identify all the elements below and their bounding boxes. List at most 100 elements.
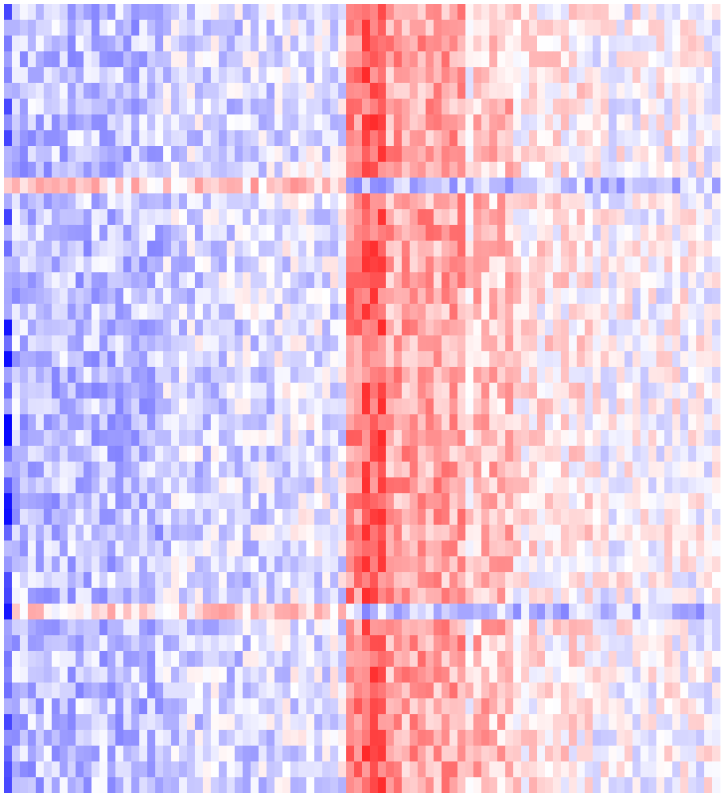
- heatmap-cell: [401, 587, 411, 605]
- heatmap-cell: [306, 477, 315, 494]
- heatmap-cell: [696, 414, 705, 431]
- heatmap-cell: [99, 414, 108, 431]
- heatmap-cell: [537, 67, 546, 84]
- heatmap-cell: [147, 19, 156, 36]
- heatmap-cell: [704, 572, 713, 589]
- heatmap-cell: [202, 572, 212, 589]
- heatmap-cell: [425, 635, 434, 652]
- heatmap-cell: [568, 414, 578, 431]
- heatmap-cell: [163, 414, 172, 431]
- heatmap-cell: [123, 398, 132, 415]
- heatmap-cell: [489, 98, 498, 115]
- heatmap-cell: [385, 98, 395, 115]
- heatmap-cell: [385, 67, 395, 84]
- heatmap-cell: [632, 493, 641, 510]
- heatmap-cell: [218, 650, 228, 668]
- heatmap-cell: [481, 761, 490, 778]
- heatmap-cell: [67, 35, 76, 52]
- heatmap-cell: [99, 19, 108, 36]
- heatmap-cell: [322, 398, 331, 415]
- heatmap-cell: [346, 224, 355, 242]
- heatmap-cell: [513, 556, 522, 573]
- heatmap-cell: [401, 288, 411, 305]
- heatmap-cell: [59, 4, 69, 21]
- heatmap-cell: [632, 761, 641, 778]
- heatmap-cell: [115, 240, 124, 257]
- heatmap-cell: [306, 650, 315, 668]
- heatmap-cell: [369, 777, 379, 793]
- heatmap-cell: [234, 603, 244, 620]
- heatmap-cell: [457, 650, 466, 668]
- heatmap-cell: [107, 177, 116, 194]
- heatmap-cell: [712, 82, 721, 100]
- heatmap-cell: [75, 572, 84, 589]
- heatmap-cell: [250, 556, 259, 573]
- heatmap-cell: [210, 540, 220, 557]
- heatmap-cell: [640, 445, 649, 463]
- heatmap-cell: [537, 761, 546, 778]
- heatmap-cell: [83, 146, 92, 163]
- heatmap-cell: [51, 209, 61, 226]
- heatmap-cell: [298, 193, 307, 210]
- heatmap-cell: [377, 67, 387, 84]
- heatmap-cell: [616, 67, 625, 84]
- heatmap-cell: [4, 272, 13, 289]
- heatmap-cell: [473, 603, 482, 620]
- heatmap-cell: [505, 477, 514, 494]
- heatmap-cell: [385, 761, 395, 778]
- heatmap-cell: [274, 587, 283, 605]
- heatmap-cell: [441, 556, 450, 573]
- heatmap-cell: [194, 508, 204, 526]
- heatmap-cell: [314, 714, 323, 731]
- heatmap-cell: [624, 777, 633, 793]
- heatmap-cell: [457, 98, 466, 115]
- heatmap-cell: [218, 35, 228, 52]
- heatmap-cell: [377, 193, 387, 210]
- heatmap-cell: [202, 603, 212, 620]
- heatmap-cell: [35, 635, 45, 652]
- heatmap-cell: [640, 682, 649, 699]
- heatmap-cell: [59, 382, 69, 399]
- heatmap-cell: [385, 619, 395, 636]
- heatmap-cell: [242, 319, 252, 336]
- heatmap-cell: [242, 335, 252, 352]
- heatmap-cell: [624, 729, 633, 747]
- heatmap-cell: [560, 650, 570, 668]
- heatmap-cell: [91, 587, 100, 605]
- heatmap-cell: [107, 430, 116, 447]
- heatmap-cell: [481, 319, 490, 336]
- heatmap-cell: [521, 587, 530, 605]
- heatmap-cell: [330, 351, 339, 368]
- heatmap-cell: [19, 319, 29, 336]
- heatmap-cell: [147, 4, 156, 21]
- heatmap-cell: [330, 682, 339, 699]
- heatmap-cell: [298, 445, 307, 463]
- heatmap-cell: [552, 430, 562, 447]
- heatmap-cell: [4, 67, 13, 84]
- heatmap-cell: [322, 666, 331, 683]
- heatmap-cell: [409, 224, 419, 242]
- heatmap-cell: [171, 382, 180, 399]
- heatmap-cell: [632, 382, 641, 399]
- heatmap-cell: [258, 650, 267, 668]
- heatmap-cell: [521, 477, 530, 494]
- heatmap-cell: [314, 445, 323, 463]
- heatmap-cell: [600, 382, 610, 399]
- heatmap-cell: [552, 193, 562, 210]
- heatmap-cell: [425, 98, 434, 115]
- heatmap-cell: [624, 193, 633, 210]
- heatmap-cell: [234, 445, 244, 463]
- heatmap-cell: [306, 114, 315, 131]
- heatmap-cell: [19, 98, 29, 115]
- heatmap-cell: [680, 445, 689, 463]
- heatmap-cell: [274, 146, 283, 163]
- heatmap-cell: [306, 351, 315, 368]
- heatmap-cell: [401, 319, 411, 336]
- heatmap-cell: [552, 224, 562, 242]
- heatmap-cell: [568, 366, 578, 384]
- heatmap-cell: [226, 761, 236, 778]
- heatmap-cell: [385, 224, 395, 242]
- heatmap-cell: [592, 493, 602, 510]
- heatmap-cell: [704, 319, 713, 336]
- heatmap-cell: [648, 587, 657, 605]
